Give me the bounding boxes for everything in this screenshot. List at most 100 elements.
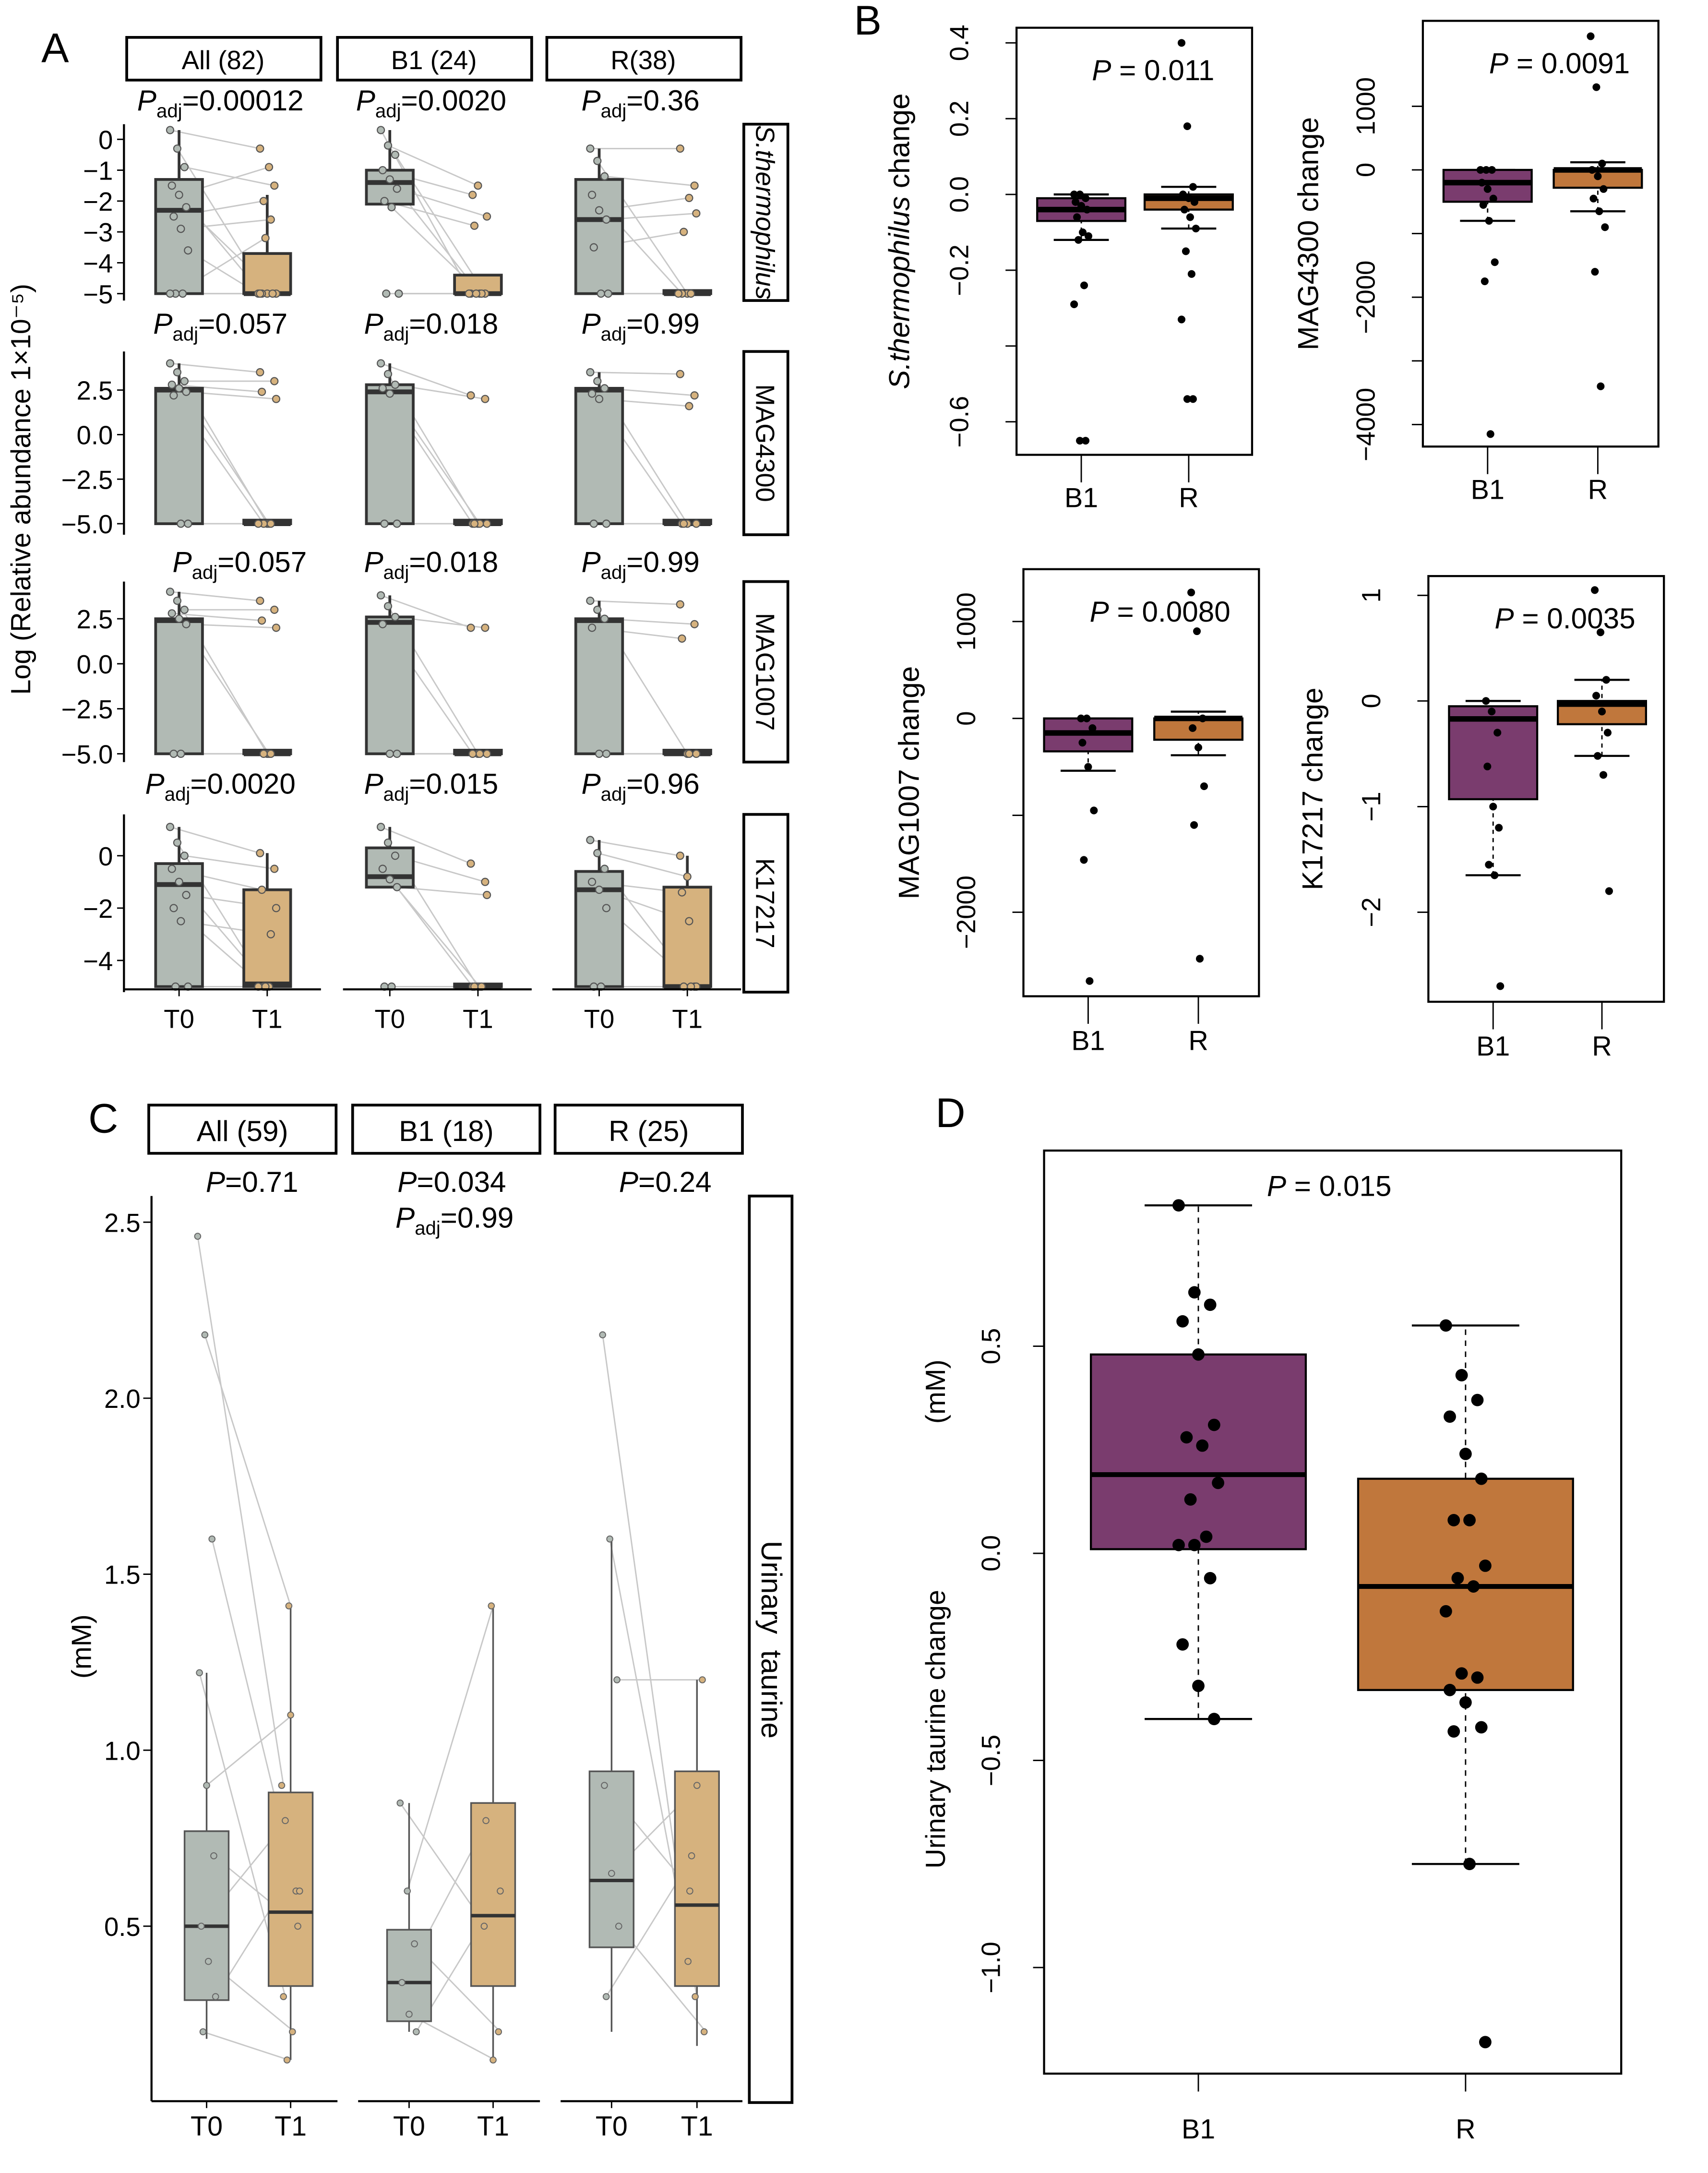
data-point [1603, 729, 1612, 737]
box-B1 [1448, 705, 1539, 801]
data-point [690, 620, 699, 628]
data-point [1447, 1725, 1460, 1738]
pair-line [197, 1236, 285, 1786]
data-point [1073, 213, 1081, 221]
data-point [287, 1711, 294, 1719]
pair-line [604, 175, 695, 187]
data-point [1070, 191, 1078, 199]
x-tick-label: R [1179, 483, 1198, 514]
data-point [586, 368, 595, 377]
data-point [391, 852, 400, 860]
data-point [1451, 1572, 1464, 1585]
data-point [1180, 205, 1189, 214]
y-axis-label: (mM) [66, 1614, 97, 1679]
data-point [272, 624, 281, 632]
data-point [1598, 159, 1606, 168]
y-tick-label: 0 [1351, 163, 1380, 177]
pair-line [381, 594, 471, 629]
data-point [1083, 205, 1091, 214]
data-point [198, 1922, 205, 1930]
data-point [1188, 1538, 1201, 1551]
data-point [1489, 803, 1497, 811]
data-point [175, 614, 183, 623]
data-point [178, 289, 187, 298]
data-point [175, 877, 183, 886]
data-point [1077, 202, 1086, 210]
y-tick-label: 0.0 [77, 421, 113, 450]
y-tick-label: 1.0 [104, 1736, 141, 1765]
data-point [296, 1887, 303, 1895]
p-value: =0.0020 [190, 768, 296, 800]
data-point [256, 289, 264, 298]
data-point [387, 203, 396, 212]
y-tick-label: −2.5 [61, 695, 113, 724]
p-symbol: P [153, 307, 172, 340]
data-point [1444, 1683, 1456, 1696]
y-tick-label: 2.0 [104, 1384, 141, 1414]
y-tick-label: 0.0 [977, 1535, 1006, 1572]
x-tick-label: T1 [477, 2111, 509, 2142]
facet-strip-label: All (82) [182, 46, 265, 75]
x-tick-label: T0 [164, 1005, 194, 1034]
data-point [1591, 586, 1599, 594]
p-symbol: P [581, 545, 600, 578]
p-value: =0.71 [225, 1165, 299, 1198]
data-point [1485, 217, 1493, 225]
data-point [481, 877, 490, 886]
p-value: =0.057 [217, 545, 307, 578]
data-point [587, 624, 597, 632]
data-point [182, 890, 191, 900]
data-point [482, 890, 491, 900]
y-tick-label: 1000 [1351, 77, 1380, 135]
p-value: = 0.0091 [1508, 47, 1630, 79]
data-point [201, 1331, 209, 1339]
data-point [1187, 270, 1195, 278]
data-point [184, 246, 192, 255]
row-strip-label: Urinary taurine [755, 1541, 788, 1739]
data-point [266, 930, 275, 938]
data-point [167, 864, 176, 873]
data-point [1591, 268, 1599, 276]
data-point [474, 181, 482, 190]
p-symbol: P [137, 84, 156, 117]
data-point [601, 1782, 608, 1789]
data-point [398, 1979, 406, 1986]
x-tick-label: R [1592, 1031, 1612, 1062]
data-point [166, 126, 175, 134]
data-point [385, 389, 394, 398]
data-point [481, 624, 490, 632]
data-point [692, 519, 701, 528]
data-point [1478, 179, 1486, 187]
y-axis-label: MAG4300 change [1292, 117, 1325, 350]
pair-line [170, 591, 261, 602]
data-point [684, 1957, 692, 1965]
data-point [1079, 228, 1087, 237]
data-point [266, 519, 275, 528]
pair-line [172, 612, 262, 622]
data-point [413, 2028, 420, 2036]
y-tick-label: 0.5 [977, 1328, 1006, 1365]
pair-line [203, 2031, 289, 2061]
box-t1 [662, 886, 712, 988]
facet-strip-label: R (25) [609, 1115, 689, 1147]
data-point [1463, 1858, 1476, 1871]
adj-subscript: adj [156, 100, 182, 121]
data-point [1200, 782, 1208, 791]
data-point [480, 1922, 488, 1930]
x-tick-label: T0 [374, 1005, 405, 1034]
data-point [466, 859, 475, 868]
box-t0 [365, 615, 415, 756]
data-point [169, 749, 178, 758]
data-point [180, 377, 189, 385]
data-point [261, 234, 270, 242]
data-point [1070, 300, 1078, 309]
data-point [586, 836, 595, 844]
data-point [482, 212, 491, 221]
data-point [1075, 236, 1083, 244]
y-tick-label: −2000 [1351, 261, 1380, 334]
data-point [210, 1852, 217, 1860]
data-point [1488, 166, 1496, 174]
data-point [1493, 729, 1502, 737]
data-point [194, 1233, 202, 1240]
